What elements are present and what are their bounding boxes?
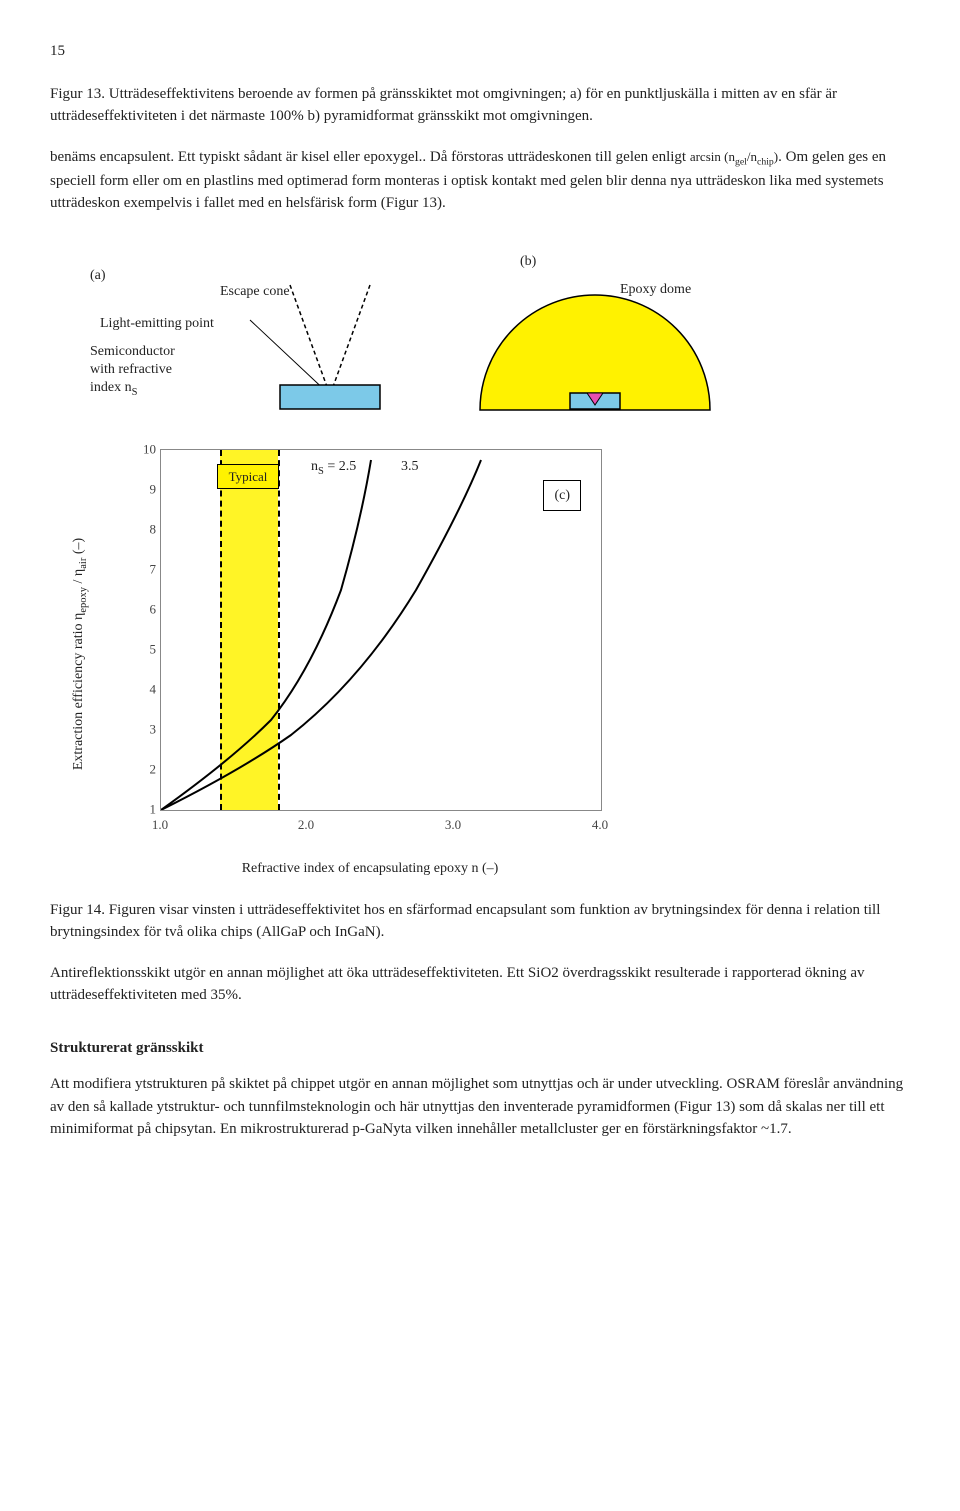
chart-plot-area: Typical nS = 2.5 3.5 (c) [160,449,602,811]
figure-14-block: (a) Escape cone Light-emitting point Sem… [50,255,910,869]
section-heading: Strukturerat gränsskikt [50,1037,910,1060]
para-1a: benäms encapsulent. Ett typiskt sådant ä… [50,149,690,165]
ytick-3: 3 [138,719,156,739]
semi-line2: with refractive [90,362,172,377]
figure-13-caption: Figur 13. Utträdeseffektivitens beroende… [50,83,910,128]
diagram-a: (a) Escape cone Light-emitting point Sem… [90,255,410,435]
xtick-3: 3.0 [445,815,461,835]
body-paragraph-3: Att modifiera ytstrukturen på skiktet på… [50,1073,910,1141]
ytick-8: 8 [138,519,156,539]
page-number: 15 [50,40,910,63]
epoxy-dome-label: Epoxy dome [620,279,691,300]
escape-cone-label: Escape cone [220,281,290,302]
x-axis-label: Refractive index of encapsulating epoxy … [242,858,499,879]
xtick-4: 4.0 [592,815,608,835]
semiconductor-label: Semiconductor with refractive index nS [90,343,175,400]
semi-line1: Semiconductor [90,344,175,359]
diagrams-row: (a) Escape cone Light-emitting point Sem… [50,255,910,435]
ytick-2: 2 [138,759,156,779]
ytick-6: 6 [138,599,156,619]
semi-line3: index n [90,380,132,395]
diagram-b-svg [450,255,750,435]
figure-14-caption: Figur 14. Figuren visar vinsten i utträd… [50,899,910,944]
arcsin-formula: arcsin (ngel/nchip) [690,149,778,164]
chart-c: Typical nS = 2.5 3.5 (c) 1 2 3 4 5 6 7 8… [90,439,650,869]
light-emitting-label: Light-emitting point [100,313,214,334]
semi-sub: S [132,387,138,398]
body-paragraph-2: Antireflektionsskikt utgör en annan möjl… [50,962,910,1007]
ytick-4: 4 [138,679,156,699]
diagram-b: (b) Epoxy dome [450,255,750,435]
body-paragraph-1: benäms encapsulent. Ett typiskt sådant ä… [50,146,910,215]
chart-curves-svg [161,450,601,810]
xtick-2: 2.0 [298,815,314,835]
ytick-9: 9 [138,479,156,499]
ytick-7: 7 [138,559,156,579]
ytick-5: 5 [138,639,156,659]
ytick-10: 10 [138,439,156,459]
y-axis-label: Extraction efficiency ratio ηepoxy / ηai… [68,538,92,770]
xtick-1: 1.0 [152,815,168,835]
